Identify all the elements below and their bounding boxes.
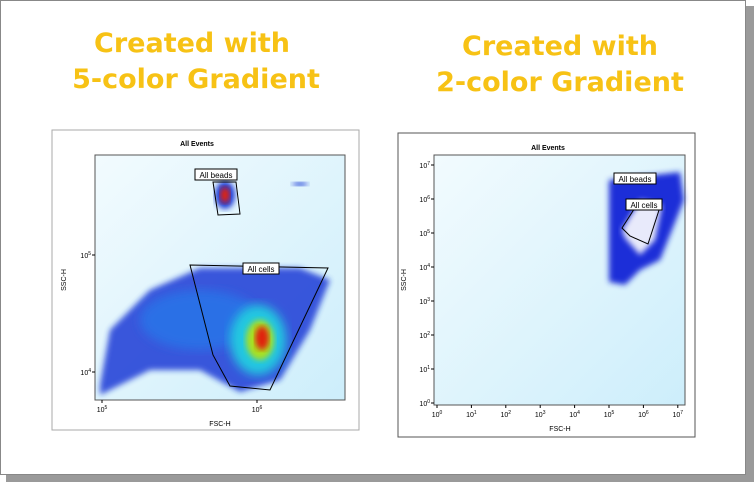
tick-exp: 4 <box>577 410 580 416</box>
tick-exp: 2 <box>427 331 430 337</box>
tick-exp: 6 <box>646 410 649 416</box>
gate-label-box <box>242 262 280 275</box>
shadow <box>746 6 754 482</box>
density <box>100 181 330 395</box>
tick-label: 103 <box>535 410 546 419</box>
tick-label: 106 <box>638 410 649 419</box>
tick-exp: 5 <box>612 410 615 416</box>
y-label: SSC-H <box>61 269 68 291</box>
tick-base: 10 <box>432 412 440 419</box>
tick-label: 105 <box>419 229 430 238</box>
gate-label-box <box>613 172 657 185</box>
tick-label: 107 <box>419 161 430 170</box>
tick-exp: 1 <box>427 365 430 371</box>
gate-label: All cells <box>630 201 657 210</box>
tick-exp: 3 <box>543 410 546 416</box>
tick-exp: 2 <box>508 410 511 416</box>
tick-exp: 3 <box>427 297 430 303</box>
tick-base: 10 <box>419 299 427 306</box>
tick-label: 104 <box>80 368 91 377</box>
tick-exp: 0 <box>440 410 443 416</box>
gate <box>212 181 241 216</box>
gate-label: All beads <box>200 171 233 180</box>
tick-base: 10 <box>535 412 543 419</box>
plot-left: All beads All cells All Events FSC-H SSC… <box>51 129 360 431</box>
tick-base: 10 <box>97 407 105 414</box>
heading: Created with <box>94 28 290 59</box>
tick-label: 101 <box>419 365 430 374</box>
shadow <box>6 475 754 482</box>
tick-base: 10 <box>501 412 509 419</box>
gate-label-box <box>194 168 238 181</box>
tick-exp: 0 <box>427 399 430 405</box>
x-label: FSC-H <box>549 426 570 433</box>
tick-exp: 7 <box>680 410 683 416</box>
tick-base: 10 <box>569 412 577 419</box>
tick-label: 104 <box>569 410 580 419</box>
heading: 2-color Gradient <box>436 67 684 98</box>
tick-base: 10 <box>419 265 427 272</box>
tick-label: 105 <box>604 410 615 419</box>
tick-exp: 4 <box>88 368 91 374</box>
tick-base: 10 <box>673 412 681 419</box>
tick-exp: 5 <box>105 405 108 411</box>
tick-label: 105 <box>97 405 108 414</box>
tick-label: 105 <box>80 251 91 260</box>
tick-base: 10 <box>80 370 88 377</box>
tick-base: 10 <box>419 197 427 204</box>
tick-label: 100 <box>419 399 430 408</box>
gate-label-box <box>625 198 663 211</box>
tick-label: 102 <box>419 331 430 340</box>
heading: Created with <box>462 31 658 62</box>
gate <box>189 264 329 391</box>
tick-base: 10 <box>80 253 88 260</box>
tick-label: 106 <box>252 405 263 414</box>
tick-exp: 1 <box>474 410 477 416</box>
tick-base: 10 <box>604 412 612 419</box>
plot-right: All beads All cells All Events FSC-H SSC… <box>397 132 696 438</box>
heading: 5-color Gradient <box>72 64 320 95</box>
tick-base: 10 <box>638 412 646 419</box>
tick-exp: 5 <box>427 229 430 235</box>
tick-base: 10 <box>419 231 427 238</box>
plot-title: All Events <box>180 141 214 148</box>
tick-exp: 6 <box>427 195 430 201</box>
tick-base: 10 <box>419 401 427 408</box>
tick-label: 103 <box>419 297 430 306</box>
tick-exp: 4 <box>427 263 430 269</box>
tick-exp: 5 <box>88 251 91 257</box>
tick-base: 10 <box>419 333 427 340</box>
tick-label: 106 <box>419 195 430 204</box>
x-label: FSC-H <box>209 421 230 428</box>
tick-exp: 6 <box>260 405 263 411</box>
tick-label: 102 <box>501 410 512 419</box>
gate-label: All beads <box>619 175 652 184</box>
tick-base: 10 <box>466 412 474 419</box>
gate-label: All cells <box>247 265 274 274</box>
tick-label: 107 <box>673 410 684 419</box>
y-label: SSC-H <box>401 269 408 291</box>
tick-label: 104 <box>419 263 430 272</box>
tick-base: 10 <box>419 163 427 170</box>
tick-label: 101 <box>466 410 477 419</box>
plot-title: All Events <box>531 145 565 152</box>
tick-base: 10 <box>252 407 260 414</box>
tick-label: 100 <box>432 410 443 419</box>
tick-base: 10 <box>419 367 427 374</box>
tick-exp: 7 <box>427 161 430 167</box>
